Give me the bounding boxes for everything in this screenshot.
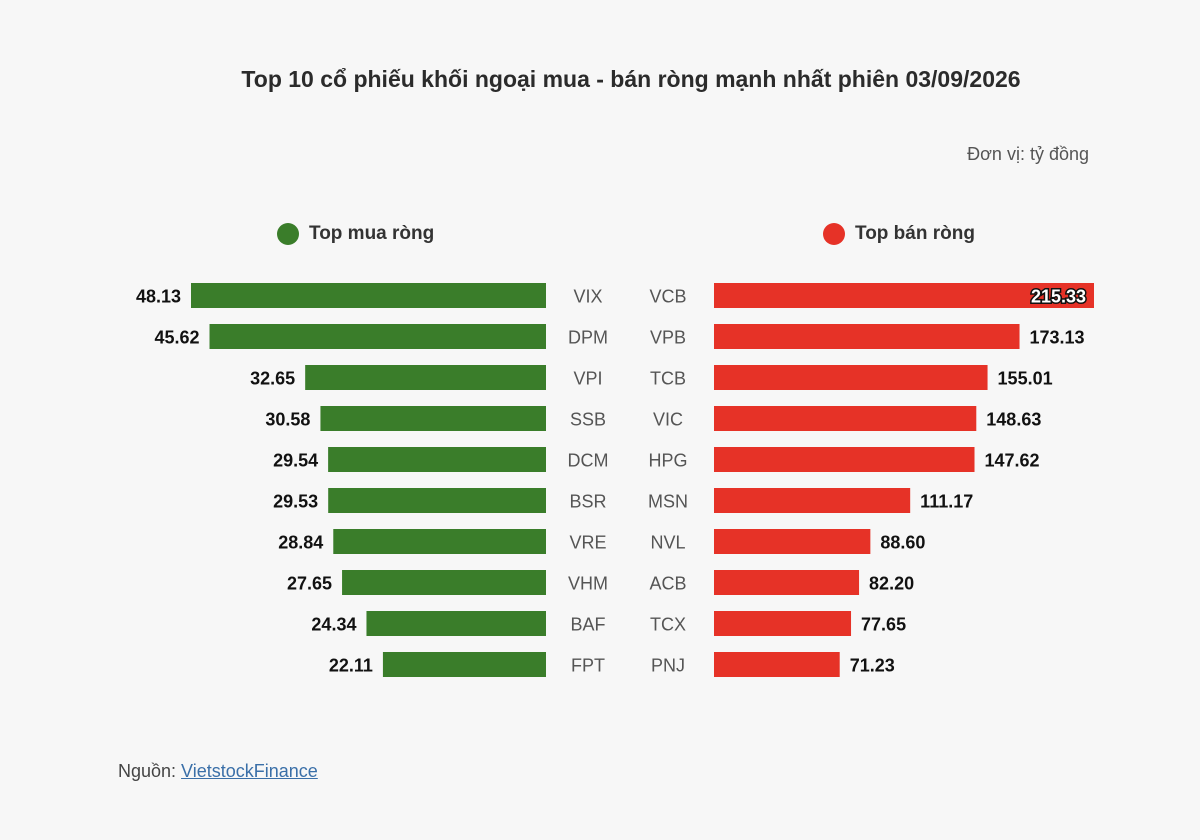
sell-bar-acb bbox=[714, 570, 860, 595]
sell-bar-vcb bbox=[714, 283, 1094, 308]
sell-value-label: 111.17 bbox=[920, 492, 973, 512]
buy-bar-dcm bbox=[328, 447, 546, 472]
buy-value-label: 28.84 bbox=[278, 533, 323, 553]
buy-bar-bsr bbox=[328, 488, 546, 513]
sell-category-label: TCX bbox=[650, 615, 686, 635]
sell-category-label: PNJ bbox=[651, 656, 685, 676]
sell-category-label: NVL bbox=[650, 533, 685, 553]
sell-value-label: 88.60 bbox=[880, 533, 925, 553]
legend-sell-dot bbox=[823, 223, 845, 245]
buy-category-label: VPI bbox=[573, 369, 602, 389]
buy-category-label: FPT bbox=[571, 656, 605, 676]
buy-category-label: VHM bbox=[568, 574, 608, 594]
buy-category-label: VIX bbox=[573, 287, 602, 307]
sell-category-label: MSN bbox=[648, 492, 688, 512]
sell-value-label: 173.13 bbox=[1030, 328, 1085, 348]
sell-category-label: HPG bbox=[648, 451, 687, 471]
sell-bar-pnj bbox=[714, 652, 840, 677]
sell-bar-nvl bbox=[714, 529, 871, 554]
buy-category-label: SSB bbox=[570, 410, 606, 430]
buy-category-label: BSR bbox=[569, 492, 606, 512]
sell-value-label: 77.65 bbox=[861, 615, 906, 635]
sell-bar-tcx bbox=[714, 611, 852, 636]
buy-value-label: 29.53 bbox=[273, 492, 318, 512]
sell-category-label: VIC bbox=[653, 410, 683, 430]
legend-buy: Top mua ròng bbox=[277, 222, 434, 246]
unit-label: Đơn vị: tỷ đồng bbox=[967, 144, 1089, 164]
buy-value-label: 27.65 bbox=[287, 574, 332, 594]
buy-value-label: 48.13 bbox=[136, 287, 181, 307]
source-link[interactable]: VietstockFinance bbox=[181, 761, 318, 781]
sell-bar-vpb bbox=[714, 324, 1020, 349]
buy-value-label: 45.62 bbox=[154, 328, 199, 348]
buy-bar-baf bbox=[366, 611, 546, 636]
buy-bar-fpt bbox=[382, 652, 546, 677]
sell-value-label: 147.62 bbox=[985, 451, 1040, 471]
buy-value-label: 24.34 bbox=[311, 615, 356, 635]
sell-category-label: ACB bbox=[649, 574, 686, 594]
buy-category-label: DPM bbox=[568, 328, 608, 348]
source-prefix: Nguồn: bbox=[118, 761, 182, 781]
buy-bar-vre bbox=[333, 529, 546, 554]
sell-bar-hpg bbox=[714, 447, 975, 472]
sell-bar-tcb bbox=[714, 365, 988, 390]
buy-value-label: 29.54 bbox=[273, 451, 318, 471]
sell-value-label: 82.20 bbox=[869, 574, 914, 594]
sell-category-label: VCB bbox=[649, 287, 686, 307]
buy-category-label: DCM bbox=[568, 451, 609, 471]
buy-value-label: 22.11 bbox=[329, 656, 373, 676]
legend-buy-dot bbox=[277, 223, 299, 245]
buy-bar-vpi bbox=[305, 365, 546, 390]
buy-bar-vhm bbox=[342, 570, 546, 595]
buy-bar-dpm bbox=[209, 324, 546, 349]
buy-value-label: 30.58 bbox=[265, 410, 310, 430]
sell-value-label: 155.01 bbox=[998, 369, 1053, 389]
sell-bar-msn bbox=[714, 488, 911, 513]
legend-buy-label: Top mua ròng bbox=[309, 223, 435, 244]
sell-value-label: 148.63 bbox=[986, 410, 1041, 430]
sell-bar-vic bbox=[714, 406, 977, 431]
buy-category-label: VRE bbox=[569, 533, 606, 553]
buy-category-label: BAF bbox=[570, 615, 605, 635]
legend-sell-label: Top bán ròng bbox=[855, 223, 975, 244]
sell-category-label: VPB bbox=[650, 328, 686, 348]
sell-value-label: 71.23 bbox=[850, 656, 895, 676]
source-note: Nguồn: VietstockFinance bbox=[118, 761, 318, 782]
buy-value-label: 32.65 bbox=[250, 369, 295, 389]
chart-title: Top 10 cổ phiếu khối ngoại mua - bán ròn… bbox=[241, 66, 1021, 92]
sell-value-label: 215.33 bbox=[1031, 287, 1086, 307]
sell-category-label: TCB bbox=[650, 369, 686, 389]
buy-bar-ssb bbox=[320, 406, 546, 431]
buy-bar-vix bbox=[191, 283, 546, 308]
legend-sell: Top bán ròng bbox=[823, 222, 975, 246]
